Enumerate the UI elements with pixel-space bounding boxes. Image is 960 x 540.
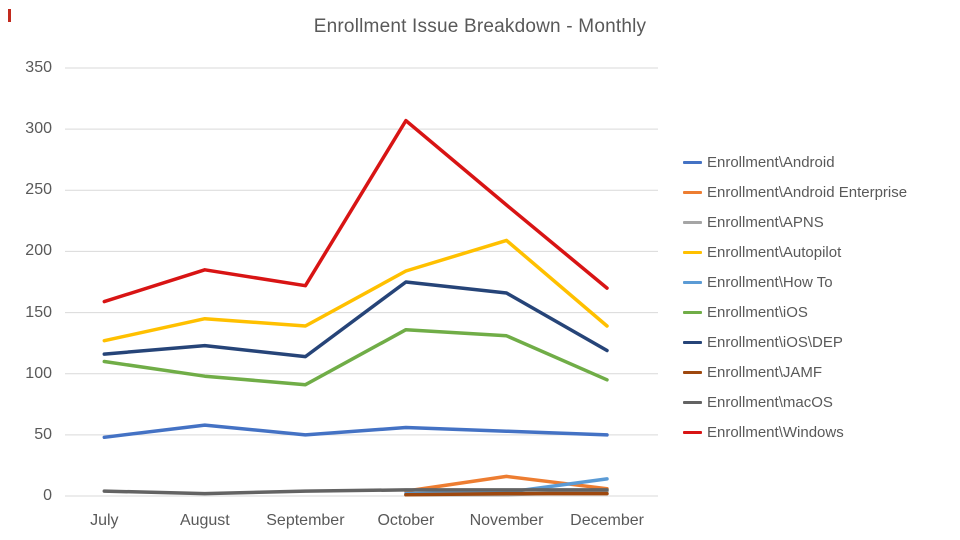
x-axis-label: December bbox=[570, 512, 644, 529]
legend-swatch-icon bbox=[683, 250, 702, 254]
y-axis-label: 100 bbox=[25, 364, 52, 382]
legend: Enrollment\Android Enrollment\Android Ent… bbox=[683, 147, 953, 447]
y-axis-label: 50 bbox=[34, 425, 52, 443]
legend-item: Enrollment\APNS bbox=[683, 207, 953, 237]
series-line-enrollment-ios-dep bbox=[102, 280, 609, 359]
x-axis-label: October bbox=[377, 512, 435, 529]
legend-item: Enrollment\Autopilot bbox=[683, 237, 953, 267]
legend-label: Enrollment\Autopilot bbox=[707, 243, 842, 261]
y-axis-label: 200 bbox=[25, 242, 52, 260]
x-axis-label: September bbox=[266, 512, 345, 529]
legend-swatch-icon bbox=[683, 370, 702, 374]
legend-item: Enrollment\iOS bbox=[683, 297, 953, 327]
legend-item: Enrollment\Android Enterprise bbox=[683, 177, 953, 207]
series-line-enrollment-jamf bbox=[404, 491, 609, 497]
legend-item: Enrollment\JAMF bbox=[683, 357, 953, 387]
legend-label: Enrollment\APNS bbox=[707, 213, 824, 231]
series-line-enrollment-ios bbox=[102, 327, 609, 387]
legend-item: Enrollment\Windows bbox=[683, 417, 953, 447]
legend-swatch-icon bbox=[683, 280, 702, 284]
legend-label: Enrollment\Android Enterprise bbox=[707, 183, 908, 201]
chart-title: Enrollment Issue Breakdown - Monthly bbox=[313, 16, 647, 37]
legend-swatch-icon bbox=[683, 310, 702, 314]
x-axis-label: July bbox=[90, 512, 119, 529]
red-cursor-artifact bbox=[8, 9, 11, 22]
series-line-enrollment-windows bbox=[102, 118, 609, 304]
legend-swatch-icon bbox=[683, 400, 702, 404]
legend-swatch-icon bbox=[683, 220, 702, 224]
legend-item: Enrollment\Android bbox=[683, 147, 953, 177]
legend-label: Enrollment\macOS bbox=[707, 393, 833, 411]
legend-label: Enrollment\iOS\DEP bbox=[707, 333, 843, 351]
x-axis-label: November bbox=[469, 512, 544, 529]
series-line-enrollment-macos bbox=[102, 488, 609, 496]
y-axis-label: 0 bbox=[43, 487, 52, 504]
legend-label: Enrollment\Windows bbox=[707, 423, 844, 441]
legend-item: Enrollment\iOS\DEP bbox=[683, 327, 953, 357]
y-axis-label: 350 bbox=[25, 59, 52, 76]
series-line-enrollment-android bbox=[102, 423, 609, 440]
legend-swatch-icon bbox=[683, 430, 702, 434]
legend-label: Enrollment\Android bbox=[707, 153, 835, 171]
legend-swatch-icon bbox=[683, 160, 702, 164]
legend-label: Enrollment\iOS bbox=[707, 303, 808, 321]
y-axis-label: 250 bbox=[25, 181, 52, 199]
legend-label: Enrollment\How To bbox=[707, 273, 833, 291]
legend-swatch-icon bbox=[683, 190, 702, 194]
legend-label: Enrollment\JAMF bbox=[707, 363, 823, 381]
y-axis-label: 150 bbox=[25, 303, 52, 321]
legend-item: Enrollment\macOS bbox=[683, 387, 953, 417]
legend-item: Enrollment\How To bbox=[683, 267, 953, 297]
series-line-enrollment-autopilot bbox=[102, 238, 609, 343]
legend-swatch-icon bbox=[683, 340, 702, 344]
x-axis-label: August bbox=[179, 512, 230, 529]
y-axis-label: 300 bbox=[25, 120, 52, 138]
